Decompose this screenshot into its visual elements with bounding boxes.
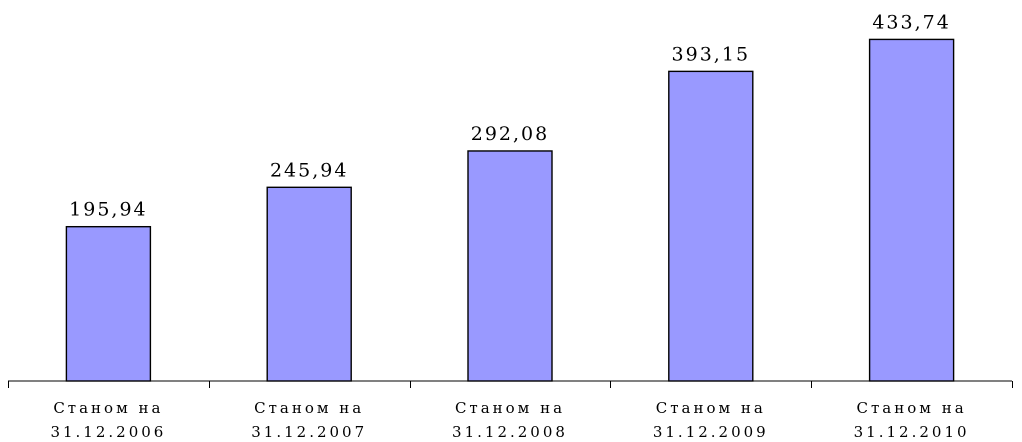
data-label: 433,74 bbox=[872, 11, 950, 33]
data-label: 195,94 bbox=[69, 199, 147, 221]
bar bbox=[868, 38, 955, 382]
x-tick-label: 31.12.2008 bbox=[452, 423, 568, 441]
x-tick-label: Станом на bbox=[656, 399, 766, 417]
data-label: 245,94 bbox=[270, 159, 348, 181]
labels-layer: 195,94 Станом на 31.12.2006 245,94 Станом на… bbox=[50, 11, 970, 441]
bar bbox=[668, 70, 754, 382]
bar bbox=[65, 225, 152, 382]
data-label: 292,08 bbox=[471, 123, 549, 145]
x-tick-label: Станом на bbox=[857, 399, 967, 417]
x-tick-label: 31.12.2006 bbox=[50, 423, 166, 441]
x-tick-label: 31.12.2010 bbox=[854, 423, 970, 441]
x-tick-label: Станом на bbox=[53, 399, 163, 417]
bar bbox=[266, 186, 352, 382]
x-tick-label: Станом на bbox=[254, 399, 364, 417]
data-label: 393,15 bbox=[672, 43, 750, 65]
x-tick-label: 31.12.2007 bbox=[251, 423, 367, 441]
bars-layer bbox=[65, 38, 955, 382]
bar bbox=[467, 150, 553, 382]
x-tick-label: Станом на bbox=[455, 399, 565, 417]
x-axis bbox=[8, 380, 1013, 388]
x-tick-label: 31.12.2009 bbox=[653, 423, 769, 441]
